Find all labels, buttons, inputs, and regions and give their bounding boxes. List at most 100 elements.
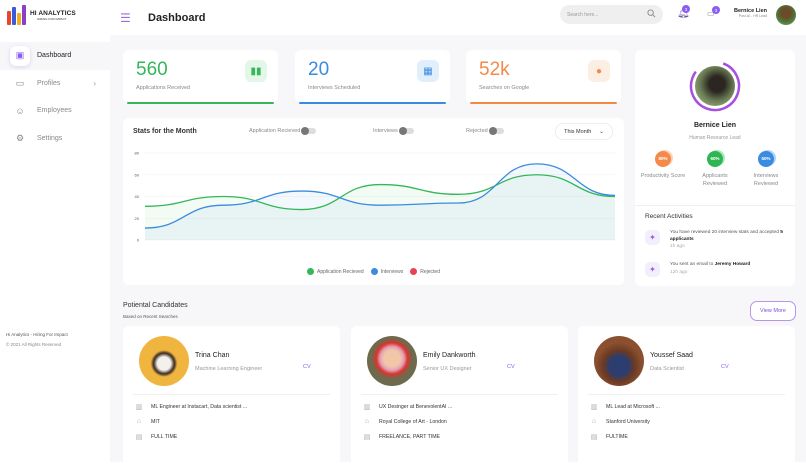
messages-button[interactable]: ▭ 3 xyxy=(707,6,720,18)
svg-text:40: 40 xyxy=(135,194,140,199)
divider xyxy=(361,394,558,395)
sidebar-item-dashboard[interactable]: ▣ Dashboard xyxy=(0,42,110,70)
candidate-card[interactable]: Trina Chan Machine Learning Engineer CV … xyxy=(123,326,340,466)
chart-title: Stats for the Month xyxy=(133,128,197,135)
toggle-applications[interactable]: Application Recieved xyxy=(249,126,317,135)
search-icon[interactable] xyxy=(647,9,656,18)
candidate-name: Trina Chan xyxy=(195,352,230,359)
stat-label: Searches on Google xyxy=(479,85,530,91)
toggle-label: Rejected xyxy=(466,128,488,134)
divider xyxy=(635,205,795,206)
monitor-icon: ▭ xyxy=(15,77,25,88)
divider xyxy=(588,394,785,395)
graduation-cap-icon: ⌂ xyxy=(136,418,142,425)
avatar[interactable] xyxy=(776,5,796,25)
period-select[interactable]: This Month ⌄ xyxy=(555,123,613,140)
period-value: This Month xyxy=(564,128,592,135)
legend-rejected[interactable]: Rejected xyxy=(410,268,440,275)
candidate-education: MIT xyxy=(151,418,160,425)
cv-link[interactable]: CV xyxy=(303,364,311,370)
notification-badge: 3 xyxy=(682,5,690,13)
footer-brand: Hi Analytics - Hiring For Impact xyxy=(6,332,68,337)
candidates-title: Potiental Candidates xyxy=(123,302,188,309)
sidebar-nav: ▣ Dashboard ▭ Profiles › ☺ Employees ⚙ S… xyxy=(0,42,110,152)
stat-value: 20 xyxy=(308,59,330,80)
menu-icon[interactable]: ☰ xyxy=(120,10,131,25)
building-icon: ▥ xyxy=(363,404,371,411)
svg-text:0: 0 xyxy=(137,238,140,243)
legend-interviews[interactable]: Interviews xyxy=(370,268,403,275)
sidebar-item-employees[interactable]: ☺ Employees xyxy=(0,97,110,125)
profile-progress-ring xyxy=(689,60,741,112)
graduation-cap-icon: ⌂ xyxy=(364,418,370,425)
logo[interactable]: HI ANALYTICS HIRING FOR IMPACT xyxy=(7,5,76,25)
stat-underline xyxy=(127,102,274,104)
user-menu[interactable]: Bernice Lien Post.AI - HR Lead xyxy=(730,8,767,18)
toggle-switch[interactable] xyxy=(488,126,504,135)
brand-subtitle: HIRING FOR IMPACT xyxy=(37,16,67,21)
person-icon: ● xyxy=(588,60,610,82)
notifications-button[interactable]: 🔔︎ 3 xyxy=(677,5,690,19)
sidebar-item-settings[interactable]: ⚙ Settings xyxy=(0,125,110,153)
line-chart: 0 20 40 60 80 xyxy=(135,151,616,243)
main-content: 560 Applications Received ▮▮ 20 Intervie… xyxy=(110,35,806,466)
legend-applications[interactable]: Application Recieved xyxy=(307,268,364,275)
stat-card-searches: 52k Searches on Google ● xyxy=(466,50,621,104)
page-title: Dashboard xyxy=(148,11,206,24)
candidate-experience: ML Engineer at Instacart, Data scientist… xyxy=(151,404,248,410)
calendar-icon: ▦ xyxy=(417,60,439,82)
building-icon: ▥ xyxy=(135,404,143,411)
candidate-experience: UX Desinger at BenevolentAI ... xyxy=(379,404,453,410)
sidebar-item-label: Dashboard xyxy=(37,52,72,60)
brand-title: HI ANALYTICS xyxy=(30,9,76,17)
toggle-label: Application Recieved xyxy=(249,128,301,134)
calendar-clock-icon: ▤ xyxy=(363,434,371,441)
logo-icon xyxy=(7,5,27,25)
building-icon: ▥ xyxy=(590,404,598,411)
gear-icon: ⚙ xyxy=(15,132,25,143)
view-more-button[interactable]: View More xyxy=(750,301,796,321)
kpi-applicants: 60% Applicants Reviewed xyxy=(690,151,740,188)
candidate-name: Youssef Saad xyxy=(650,352,693,359)
search-input[interactable]: Search here... xyxy=(560,5,663,24)
cv-link[interactable]: CV xyxy=(507,364,515,370)
sidebar-item-profiles[interactable]: ▭ Profiles › xyxy=(0,70,110,98)
toggle-rejected[interactable]: Rejected xyxy=(466,126,504,135)
candidate-education: Royal College of Art - London xyxy=(379,418,447,425)
stat-underline xyxy=(470,102,617,104)
candidate-employment-type: FULL TIME xyxy=(151,434,178,440)
stat-underline xyxy=(299,102,446,104)
candidate-role: Senior UX Designer xyxy=(423,366,472,372)
bell-icon: 🔔︎ xyxy=(677,8,690,19)
sidebar: HI ANALYTICS HIRING FOR IMPACT ▣ Dashboa… xyxy=(0,0,110,462)
candidates-subtitle: Based on Recent Searches xyxy=(123,314,178,319)
toggle-switch[interactable] xyxy=(301,126,317,135)
candidate-card[interactable]: Emily Dankworth Senior UX Designer CV ▥ U… xyxy=(351,326,568,466)
sidebar-item-label: Settings xyxy=(37,134,63,142)
toggle-switch[interactable] xyxy=(398,126,414,135)
message-badge: 3 xyxy=(712,6,720,14)
toggle-interviews[interactable]: Interviews xyxy=(373,126,414,135)
svg-text:80: 80 xyxy=(135,151,140,156)
calendar-clock-icon: ▤ xyxy=(135,434,143,441)
user-name: Bernice Lien xyxy=(733,8,767,14)
chat-icon: ▭ xyxy=(707,9,715,18)
top-bar: ☰ Dashboard Search here... 🔔︎ 3 ▭ 3 Bern… xyxy=(110,0,806,35)
kpi-productivity: 80% Productivity Score xyxy=(638,151,688,180)
profile-photo xyxy=(695,66,735,106)
sidebar-footer: Hi Analytics - Hiring For Impact © 2021 … xyxy=(6,330,68,350)
candidate-card[interactable]: Youssef Saad Data Scientist CV ▥ ML Lead … xyxy=(578,326,795,466)
chart-legend: Application Recieved Interviews Rejected xyxy=(123,268,624,275)
activities-title: Recent Activities xyxy=(645,213,693,220)
toggle-label: Interviews xyxy=(373,128,398,134)
cv-link[interactable]: CV xyxy=(721,364,729,370)
user-role: Post.AI - HR Lead xyxy=(738,14,767,18)
candidate-role: Data Scientist xyxy=(650,366,684,372)
kpi-interviews: 50% Interviews Reviewed xyxy=(741,151,791,188)
candidate-name: Emily Dankworth xyxy=(423,352,476,359)
candidate-photo xyxy=(139,336,189,386)
stat-label: Interviews Scheduled xyxy=(308,85,361,91)
candidate-employment-type: FULTIME xyxy=(606,434,628,440)
profile-role: Human Resource Lead xyxy=(689,135,741,141)
search-placeholder: Search here... xyxy=(567,11,599,18)
